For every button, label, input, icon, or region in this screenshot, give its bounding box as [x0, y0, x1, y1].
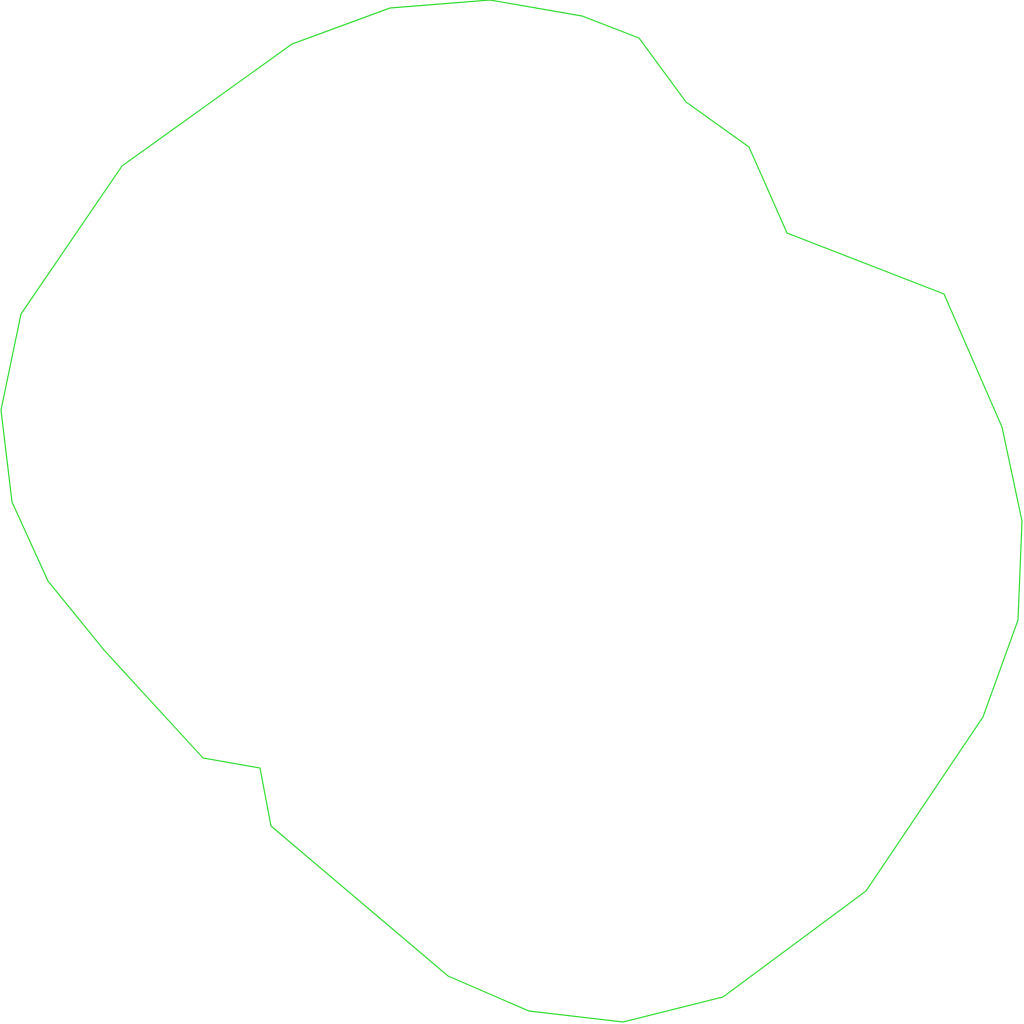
canvas-background: [0, 0, 1024, 1024]
drawing-canvas: [0, 0, 1024, 1024]
irregular-outline-shape: [0, 0, 1023, 1023]
